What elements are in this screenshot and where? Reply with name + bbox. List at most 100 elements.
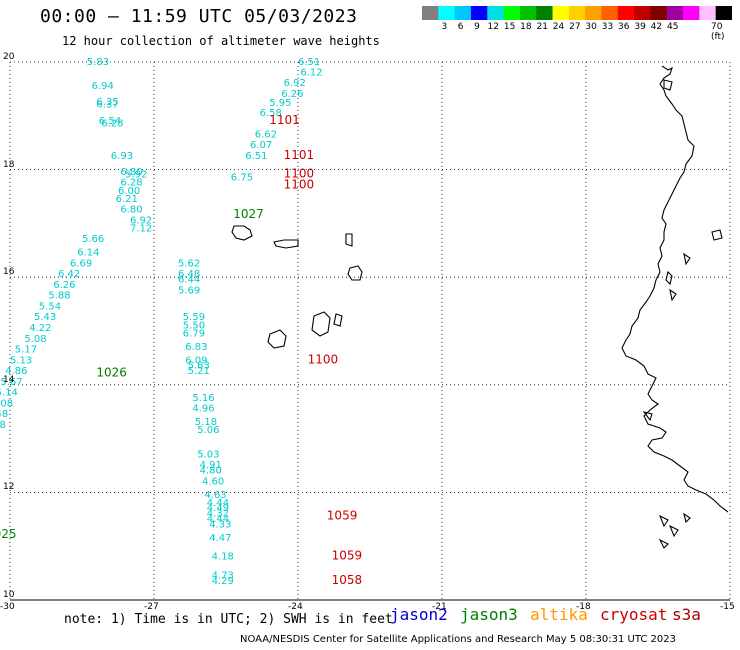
longitude-tick-label: -21 (432, 602, 447, 612)
latitude-tick-label: 14 (3, 374, 15, 385)
coastline (231, 65, 729, 549)
pass-time: 1026 (96, 366, 127, 380)
altimeter-tracks: 5.83 6.516.126.94 6.926.266.35 5.956.376.58… (0, 57, 323, 587)
swh-value: 6.37 (96, 100, 118, 111)
swh-value: 6.44 (178, 275, 200, 286)
swh-value: 5.17 (15, 345, 37, 356)
longitude-tick-label: -30 (0, 602, 15, 612)
swh-value: 5.16 (192, 393, 214, 404)
colorbar-labels: 3 6 9 12 15 18 21 24 27 30 33 36 39 42 45 70 (ft) (422, 22, 732, 42)
swh-value: 5.48 (0, 409, 8, 420)
swh-value: 5.08 (24, 334, 46, 345)
cape-verde-island (273, 239, 299, 249)
swh-value: 5.14 (0, 388, 18, 399)
swh-value: 6.28 (120, 178, 142, 189)
swh-value: 6.93 (111, 151, 133, 162)
swh-value: 5.88 (48, 291, 70, 302)
swh-value: 6.62 (255, 129, 277, 140)
swh-value: 6.09 (185, 355, 207, 366)
swh-value: 4.63 (204, 490, 226, 501)
swh-value: 4.96 (192, 404, 214, 415)
latitude-tick-label: 20 (3, 52, 15, 62)
swh-value: 6.48 (178, 269, 200, 280)
swh-value: 4.18 (212, 552, 234, 563)
colorbar-swatch (568, 6, 586, 20)
colorbar-swatch (470, 6, 488, 20)
pass-time: 1100 (308, 352, 339, 366)
longitude-tick-label: -24 (288, 602, 303, 612)
colorbar-swatch (601, 6, 619, 20)
longitude-tick-label: -27 (144, 602, 159, 612)
swh-value: 6.12 (300, 67, 322, 78)
colorbar-label: 6 (457, 22, 464, 32)
colorbar-label: 42 (650, 22, 663, 32)
cape-verde-island (267, 329, 287, 349)
lat-lon-grid (9, 61, 731, 601)
colorbar-swatch (438, 6, 456, 20)
pass-time: 1101 (269, 113, 300, 127)
swh-value: 6.26 (53, 280, 75, 291)
colorbar-label: 18 (520, 22, 532, 32)
swh-value: 6.42 (58, 269, 80, 280)
pass-time: 1059 (327, 508, 358, 522)
colorbar-label: 15 (503, 22, 516, 32)
latitude-tick-label: 10 (3, 590, 15, 600)
swh-value: 4.44 (207, 498, 229, 509)
cape-verde-island (231, 225, 253, 241)
colorbar-swatch (715, 6, 732, 20)
credit-line: NOAA/NESDIS Center for Satellite Applica… (240, 634, 676, 645)
colorbar-swatch (536, 6, 554, 20)
pass-time: 1100 (284, 177, 315, 191)
colorbar-swatch (422, 6, 439, 20)
island-shape (665, 270, 673, 286)
footnote: note: 1) Time is in UTC; 2) SWH is in fe… (64, 612, 393, 627)
colorbar-label: 36 (618, 22, 630, 32)
colorbar-label: 30 (585, 22, 597, 32)
pass-time: 1101 (284, 148, 315, 162)
island-shape (683, 252, 691, 266)
cape-verde-island (311, 311, 331, 337)
swh-value: 6.35 (96, 97, 118, 108)
swh-value: 5.54 (39, 301, 61, 312)
swh-value: 6.94 (92, 81, 114, 92)
swh-value: 5.83 (87, 57, 109, 68)
island-shape (669, 288, 677, 302)
swh-value: 5.62 (178, 258, 200, 269)
colorbar-label: 21 (536, 22, 548, 32)
colorbar-label: 3 (441, 22, 448, 32)
swh-value: 7.12 (130, 223, 152, 234)
swh-value: 5.18 (195, 417, 217, 428)
swh-value: 6.07 (250, 140, 272, 151)
satellite-jason2: jason2 (390, 605, 448, 624)
swh-value: 5.59 (183, 312, 205, 323)
cape-verde-island (347, 265, 363, 281)
swh-value: 5.95 (269, 98, 291, 109)
swh-colorbar (422, 6, 732, 20)
island-shape (663, 79, 673, 91)
island-shape (658, 538, 669, 549)
swh-value: 5.50 (183, 320, 205, 331)
swh-value: 5.38 (0, 420, 6, 431)
satellite-cryosat: cryosat (600, 605, 668, 624)
africa-coastline (621, 65, 729, 513)
island-shape (642, 411, 653, 422)
swh-value: 6.14 (77, 248, 99, 259)
island-shape (711, 229, 723, 241)
swh-value: 5.13 (10, 355, 32, 366)
satellite-s3a: s3a (672, 605, 701, 624)
map-title: 00:00 — 11:59 UTC 05/03/2023 (40, 6, 358, 27)
swh-value: 4.33 (209, 519, 231, 530)
colorbar-swatch (487, 6, 505, 20)
pass-time-labels: 1101110111001100102711001026105910251059… (0, 113, 362, 587)
latitude-tick-label: 16 (3, 267, 15, 278)
swh-value: 5.21 (188, 366, 210, 377)
swh-value: 6.51 (245, 151, 267, 162)
swh-value: 4.86 (5, 366, 27, 377)
swh-value: 6.58 (260, 108, 282, 119)
swh-value: 5.66 (82, 234, 104, 245)
swh-value: 4.91 (200, 460, 222, 471)
colorbar-swatch (585, 6, 602, 20)
swh-value: 6.83 (185, 342, 207, 353)
swh-value: 4.32 (207, 509, 229, 520)
colorbar-label: 70 (ft) (711, 22, 725, 42)
